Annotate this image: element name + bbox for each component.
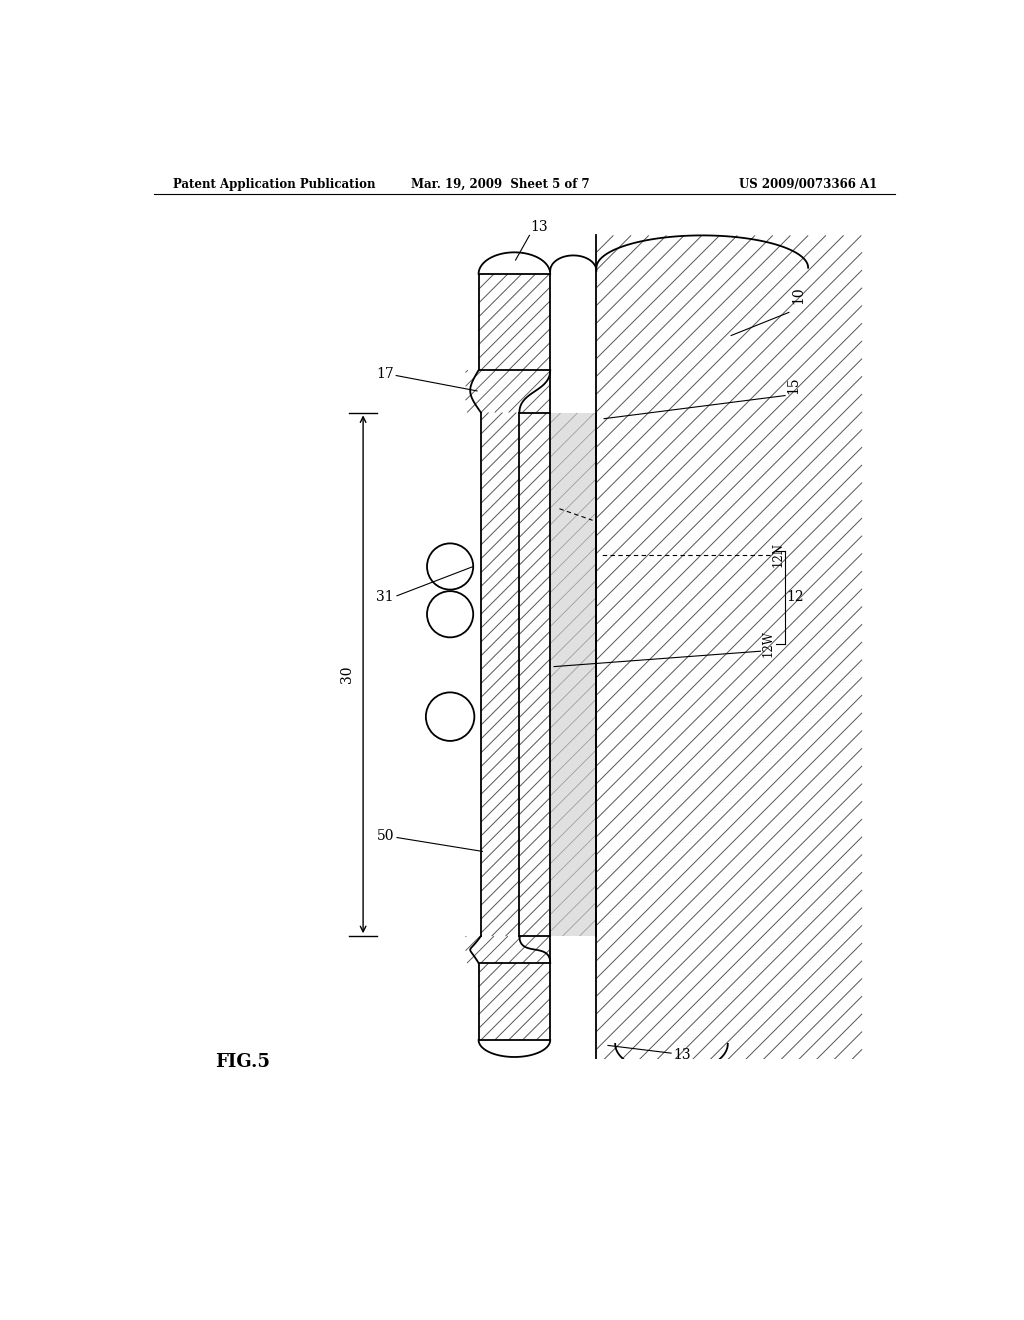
- Text: 12: 12: [786, 590, 804, 605]
- Text: 12N: 12N: [771, 543, 784, 568]
- Bar: [131, 936, 465, 964]
- Text: 13: 13: [674, 1048, 691, 1063]
- Circle shape: [427, 591, 473, 638]
- Bar: [550, 413, 596, 936]
- Text: 15: 15: [786, 376, 801, 395]
- Bar: [550, 936, 596, 964]
- Bar: [131, 158, 596, 1175]
- Text: Patent Application Publication: Patent Application Publication: [173, 178, 376, 190]
- Text: 17: 17: [376, 367, 394, 381]
- Text: 50: 50: [377, 829, 394, 843]
- Bar: [131, 1059, 920, 1175]
- Circle shape: [427, 544, 473, 590]
- Text: US 2009/0073366 A1: US 2009/0073366 A1: [739, 178, 878, 190]
- Text: Mar. 19, 2009  Sheet 5 of 7: Mar. 19, 2009 Sheet 5 of 7: [411, 178, 590, 190]
- Text: 31: 31: [376, 590, 394, 605]
- Text: 10: 10: [792, 286, 805, 305]
- Text: 12W: 12W: [762, 630, 775, 657]
- Text: 30: 30: [340, 665, 354, 682]
- Bar: [478, 275, 550, 370]
- Circle shape: [426, 693, 474, 741]
- Text: 13: 13: [529, 220, 548, 234]
- Bar: [131, 370, 465, 413]
- Bar: [550, 370, 596, 413]
- Bar: [478, 964, 550, 1040]
- Text: FIG.5: FIG.5: [215, 1053, 270, 1071]
